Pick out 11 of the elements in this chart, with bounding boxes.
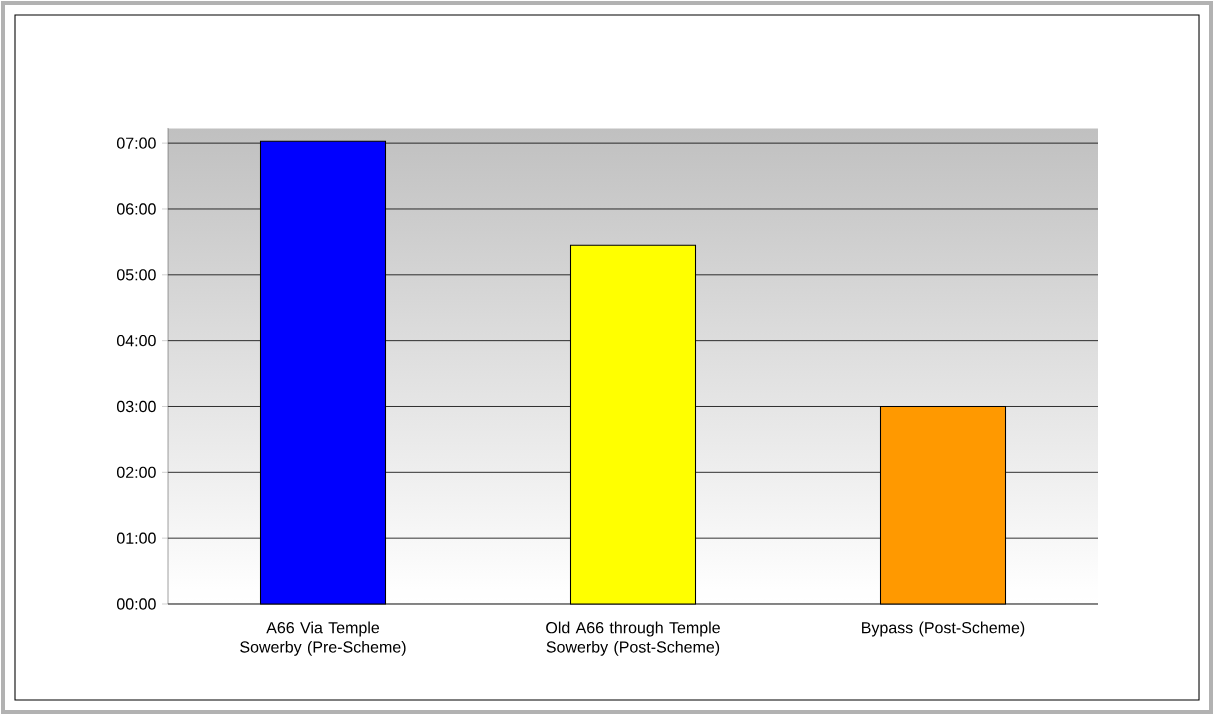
y-tick-label: 03:00 xyxy=(116,400,156,413)
y-tick-label: 07:00 xyxy=(116,137,156,149)
y-tick-label: 06:00 xyxy=(116,203,156,215)
y-tick-label: 05:00 xyxy=(116,269,156,281)
x-tick-label: Bypass (Post-Scheme) xyxy=(862,621,1025,637)
y-tick-label: 01:00 xyxy=(116,532,156,544)
x-tick-label: A66 Via Temple Sowerby (Pre-Scheme) xyxy=(240,621,406,656)
y-tick-label: 02:00 xyxy=(116,466,156,478)
x-tick-label: Old A66 through Temple Sowerby (Post-Scheme) xyxy=(546,621,720,656)
y-tick-label: 00:00 xyxy=(116,598,156,610)
y-tick-label: 04:00 xyxy=(116,334,156,347)
